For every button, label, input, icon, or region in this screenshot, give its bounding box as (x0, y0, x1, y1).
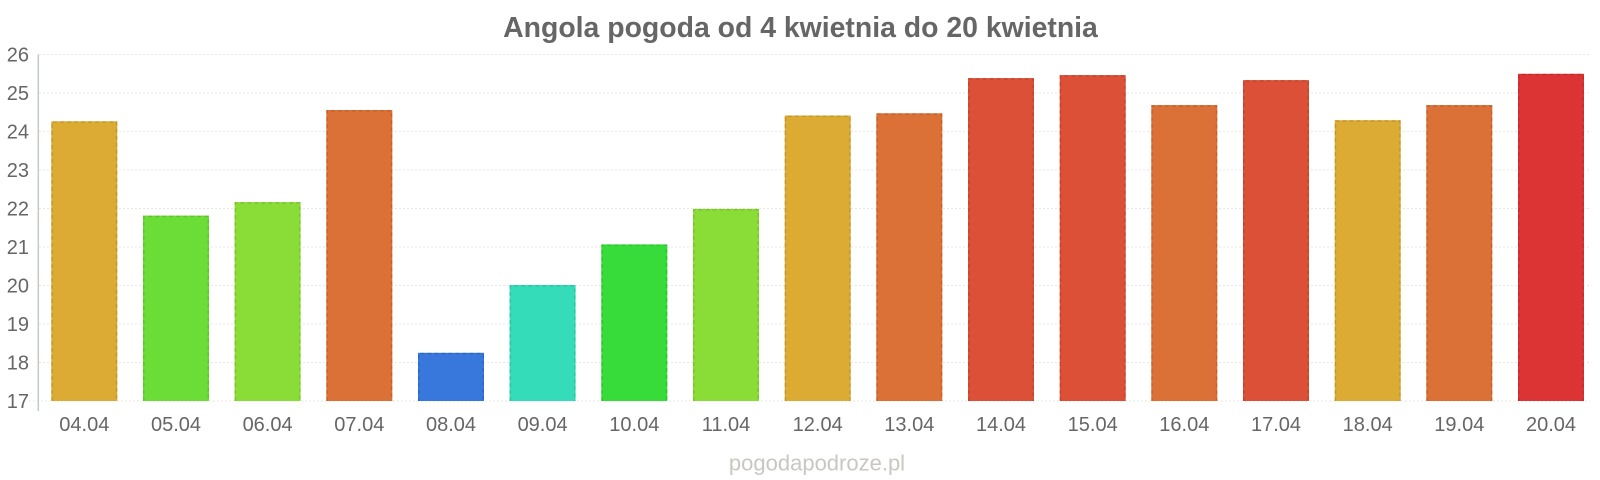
svg-text:16.04: 16.04 (1159, 414, 1209, 436)
svg-text:04.04: 04.04 (59, 414, 109, 436)
svg-text:05.04: 05.04 (151, 414, 201, 436)
svg-text:25: 25 (7, 83, 29, 105)
svg-text:21: 21 (7, 237, 29, 259)
svg-text:12.04: 12.04 (793, 414, 843, 436)
svg-text:18.04: 18.04 (1343, 414, 1393, 436)
svg-text:09.04: 09.04 (518, 414, 568, 436)
svg-text:07.04: 07.04 (334, 414, 384, 436)
svg-text:20: 20 (7, 276, 29, 298)
svg-text:14.04: 14.04 (976, 414, 1026, 436)
svg-text:13.04: 13.04 (884, 414, 934, 436)
svg-text:24: 24 (7, 122, 29, 144)
svg-text:06.04: 06.04 (243, 414, 293, 436)
svg-text:19: 19 (7, 314, 29, 336)
svg-text:20.04: 20.04 (1526, 414, 1576, 436)
svg-text:19.04: 19.04 (1434, 414, 1484, 436)
svg-text:pogodapodroze.pl: pogodapodroze.pl (729, 451, 905, 476)
svg-text:17: 17 (7, 391, 29, 413)
svg-text:17.04: 17.04 (1251, 414, 1301, 436)
svg-text:15.04: 15.04 (1068, 414, 1118, 436)
svg-text:26: 26 (7, 45, 29, 67)
svg-text:23: 23 (7, 160, 29, 182)
svg-text:08.04: 08.04 (426, 414, 476, 436)
svg-text:22: 22 (7, 199, 29, 221)
svg-text:10.04: 10.04 (609, 414, 659, 436)
svg-text:Angola pogoda od 4 kwietnia do: Angola pogoda od 4 kwietnia do 20 kwietn… (503, 12, 1098, 44)
svg-text:11.04: 11.04 (702, 414, 751, 436)
svg-text:18: 18 (7, 353, 29, 375)
